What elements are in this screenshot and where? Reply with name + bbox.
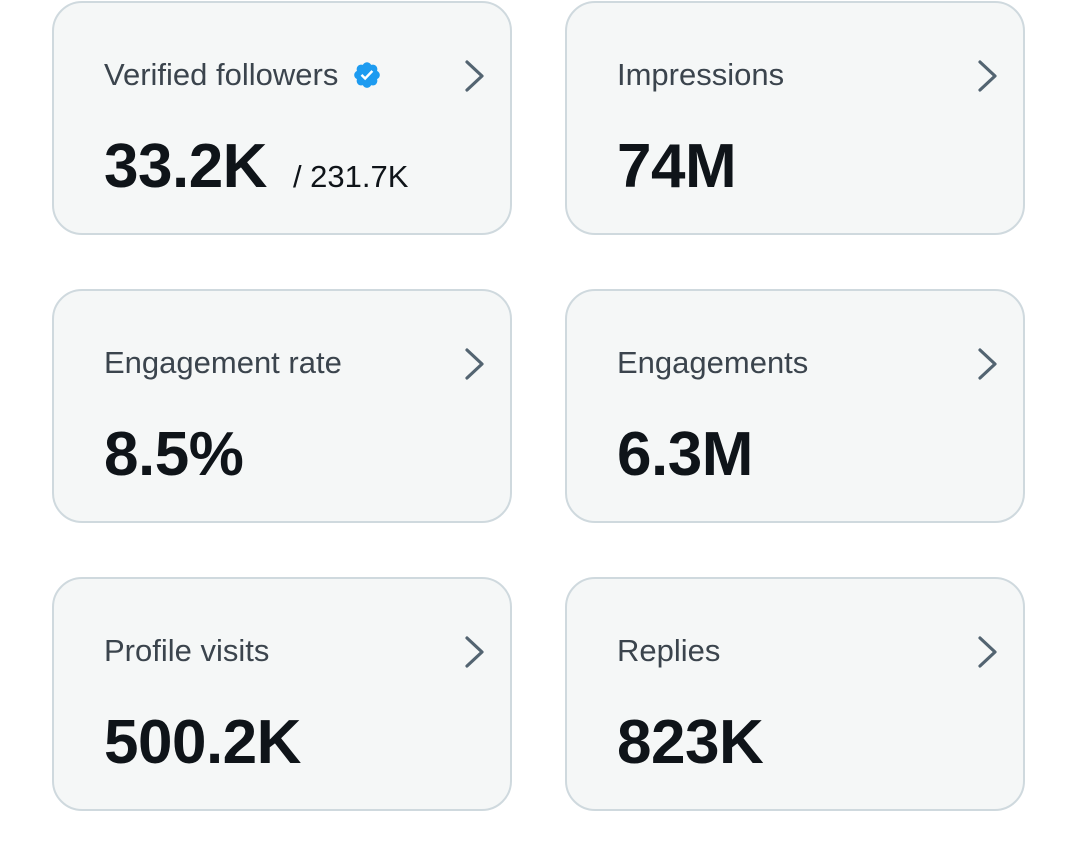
metric-value-row: 823K xyxy=(617,707,764,779)
metric-label: Engagements xyxy=(617,345,809,380)
metric-value: 74M xyxy=(617,132,737,201)
chevron-right-icon xyxy=(978,60,997,92)
metric-card-engagement-rate[interactable]: Engagement rate 8.5% xyxy=(52,289,512,523)
metric-label-row: Verified followers xyxy=(104,53,382,97)
metric-card-engagements[interactable]: Engagements 6.3M xyxy=(565,289,1025,523)
metric-card-verified-followers[interactable]: Verified followers 33.2K / 231.7K xyxy=(52,1,512,235)
metric-value: 6.3M xyxy=(617,420,753,489)
chevron-right-icon xyxy=(978,636,997,668)
metric-value: 33.2K xyxy=(104,132,267,201)
metric-card-profile-visits[interactable]: Profile visits 500.2K xyxy=(52,577,512,811)
metric-label: Impressions xyxy=(617,57,785,92)
metric-value-row: 500.2K xyxy=(104,707,301,779)
metric-label-row: Impressions xyxy=(617,53,784,97)
metric-value-row: 74M xyxy=(617,131,737,203)
metric-card-impressions[interactable]: Impressions 74M xyxy=(565,1,1025,235)
verified-badge-icon xyxy=(354,62,381,88)
metric-label: Engagement rate xyxy=(104,345,342,380)
metric-label-row: Profile visits xyxy=(104,629,269,673)
metric-label-row: Engagements xyxy=(617,341,808,385)
metric-label: Profile visits xyxy=(104,633,270,668)
metric-value: 8.5% xyxy=(104,420,244,489)
metric-value-row: 6.3M xyxy=(617,419,753,491)
chevron-right-icon xyxy=(465,348,484,380)
metric-label-row: Replies xyxy=(617,629,720,673)
metric-value-row: 33.2K / 231.7K xyxy=(104,131,408,203)
metric-value: 823K xyxy=(617,708,764,777)
chevron-right-icon xyxy=(465,60,484,92)
metric-value: 500.2K xyxy=(104,708,301,777)
metric-total: / 231.7K xyxy=(292,159,409,194)
metric-label-row: Engagement rate xyxy=(104,341,342,385)
metric-label: Verified followers xyxy=(104,57,339,92)
metric-value-row: 8.5% xyxy=(104,419,244,491)
metric-card-replies[interactable]: Replies 823K xyxy=(565,577,1025,811)
chevron-right-icon xyxy=(465,636,484,668)
metric-label: Replies xyxy=(617,633,721,668)
chevron-right-icon xyxy=(978,348,997,380)
